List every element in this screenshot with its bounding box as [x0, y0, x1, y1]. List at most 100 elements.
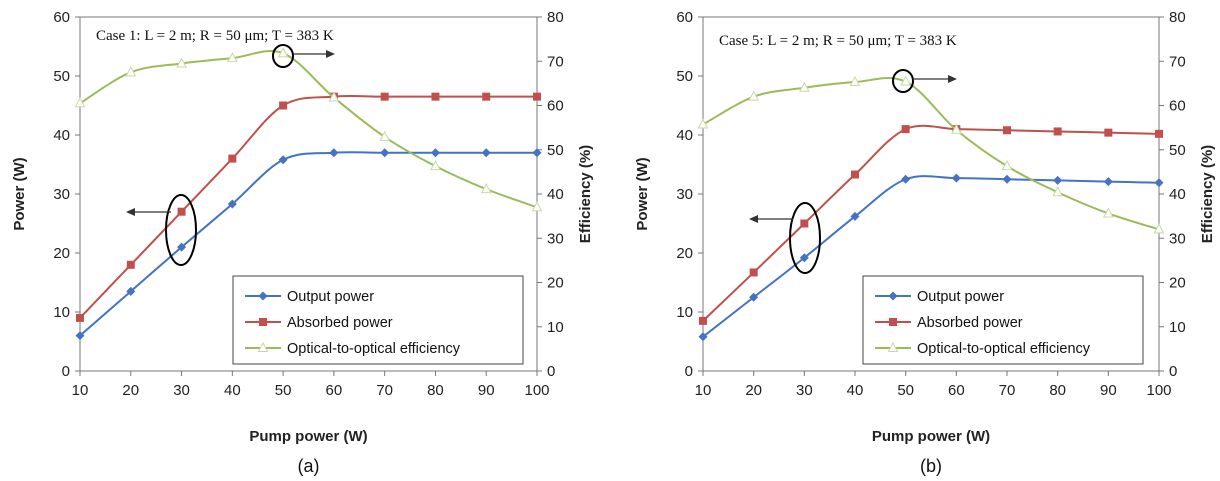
y-right-tick-label: 60 — [547, 98, 564, 115]
y-right-tick-label: 10 — [1169, 319, 1186, 336]
y-right-tick-label: 60 — [1169, 98, 1186, 115]
case-annotation: Case 5: L = 2 m; R = 50 μm; T = 383 K — [719, 33, 957, 49]
y-right-tick-label: 20 — [1169, 275, 1186, 292]
data-point-absorbed-power — [749, 268, 758, 277]
data-point-absorbed-power — [126, 260, 135, 269]
y-left-tick-label: 60 — [676, 9, 693, 26]
y-right-tick-label: 50 — [547, 142, 564, 159]
y-right-tick-label: 10 — [547, 319, 564, 336]
data-point-absorbed-power — [1003, 126, 1011, 135]
y-left-tick-label: 0 — [685, 363, 693, 380]
x-tick-label: 20 — [745, 382, 762, 399]
y-left-tick-label: 50 — [53, 68, 70, 85]
data-point-output-power — [1103, 177, 1113, 187]
data-point-absorbed-power — [1155, 129, 1163, 138]
x-tick-label: 90 — [478, 382, 495, 399]
data-point-absorbed-power — [1104, 128, 1113, 137]
legend-box — [862, 275, 1144, 365]
y-right-tick-label: 40 — [547, 186, 564, 203]
chart-panel-b: 10 20 30 40 50 60 70 80 90 1000102030405060010203… — [634, 9, 1216, 476]
x-tick-label: 50 — [897, 382, 914, 399]
data-point-output-power — [799, 253, 809, 263]
y-left-tick-label: 10 — [676, 304, 693, 321]
data-point-optical-to-optical-efficiency — [748, 90, 759, 101]
y-left-tick-label: 10 — [53, 304, 70, 321]
data-point-optical-to-optical-efficiency — [125, 66, 137, 77]
data-point-absorbed-power — [533, 92, 541, 101]
y-left-tick-label: 20 — [676, 245, 693, 262]
data-point-absorbed-power — [76, 313, 84, 322]
y-right-tick-label: 30 — [1169, 230, 1186, 247]
y-right-tick-label: 80 — [1169, 9, 1186, 26]
y-right-tick-label: 70 — [547, 53, 564, 70]
legend-marker-triangle-icon — [257, 341, 269, 352]
data-point-optical-to-optical-efficiency — [227, 52, 238, 63]
series-line-absorbed-power — [702, 124, 1160, 322]
data-point-absorbed-power — [228, 154, 237, 163]
y-right-tick-label: 0 — [547, 363, 555, 380]
legend-label: Optical-to-optical efficiency — [287, 341, 461, 357]
arrowhead-left-icon — [749, 215, 758, 223]
data-point-output-power — [380, 148, 390, 158]
data-point-absorbed-power — [431, 92, 440, 101]
y-left-tick-label: 30 — [53, 186, 70, 203]
highlight-ellipse-right — [272, 44, 294, 68]
data-point-absorbed-power — [279, 101, 288, 110]
data-point-optical-to-optical-efficiency — [799, 81, 810, 92]
data-point-absorbed-power — [800, 219, 809, 228]
data-point-optical-to-optical-efficiency — [480, 183, 492, 194]
x-tick-label: 30 — [173, 382, 190, 399]
data-point-output-power — [698, 332, 708, 342]
x-tick-label: 20 — [122, 382, 139, 399]
legend-box — [232, 275, 524, 365]
data-point-optical-to-optical-efficiency — [379, 130, 390, 141]
series-line-output-power — [702, 175, 1160, 338]
panel-label: (b) — [920, 456, 942, 476]
series-line-absorbed-power — [79, 95, 538, 319]
x-tick-label: 10 — [695, 382, 712, 399]
x-tick-label: 30 — [796, 382, 813, 399]
y-right-tick-label: 40 — [1169, 186, 1186, 203]
data-point-optical-to-optical-efficiency — [531, 201, 543, 212]
data-point-absorbed-power — [380, 92, 389, 101]
legend-label: Absorbed power — [287, 315, 393, 331]
y-right-tick-label: 20 — [547, 275, 564, 292]
data-point-output-power — [901, 174, 911, 184]
chart-panel-a: 10 20 30 40 50 60 70 80 90 1000102030405060010203… — [11, 9, 594, 476]
x-tick-label: 10 — [72, 382, 89, 399]
data-point-optical-to-optical-efficiency — [1052, 186, 1064, 197]
data-point-optical-to-optical-efficiency — [1102, 207, 1114, 218]
legend: Output power Absorbed power Optical-to-opt… — [862, 275, 1144, 365]
y-right-axis-title: Efficiency (%) — [577, 145, 594, 243]
x-axis-title: Pump power (W) — [872, 428, 990, 445]
y-right-tick-label: 50 — [1169, 142, 1186, 159]
data-point-absorbed-power — [177, 207, 186, 216]
highlight-ellipse-left — [165, 194, 197, 266]
legend-label: Absorbed power — [917, 315, 1023, 331]
data-point-output-power — [749, 292, 759, 302]
arrowhead-right-icon — [948, 75, 957, 83]
x-tick-label: 80 — [427, 382, 444, 399]
data-point-output-power — [177, 242, 187, 252]
x-tick-label: 70 — [999, 382, 1016, 399]
y-left-tick-label: 0 — [62, 363, 70, 380]
data-point-absorbed-power — [699, 316, 707, 325]
data-point-output-power — [1002, 174, 1012, 184]
legend-label: Output power — [287, 289, 374, 305]
data-point-optical-to-optical-efficiency — [74, 97, 86, 108]
data-point-output-power — [532, 148, 542, 158]
data-point-optical-to-optical-efficiency — [1153, 223, 1165, 234]
x-tick-label: 100 — [1146, 382, 1171, 399]
legend-marker-diamond-icon — [888, 291, 898, 301]
case-annotation: Case 1: L = 2 m; R = 50 μm; T = 383 K — [96, 28, 334, 44]
series-line-output-power — [79, 151, 537, 337]
data-point-optical-to-optical-efficiency — [176, 57, 187, 68]
data-point-optical-to-optical-efficiency — [900, 75, 911, 86]
legend-marker-square-icon — [889, 318, 897, 326]
y-right-tick-label: 0 — [1169, 363, 1177, 380]
data-point-optical-to-optical-efficiency — [277, 47, 289, 58]
data-point-output-power — [430, 148, 440, 158]
highlight-ellipse-left — [789, 202, 821, 274]
data-point-output-power — [329, 148, 339, 158]
